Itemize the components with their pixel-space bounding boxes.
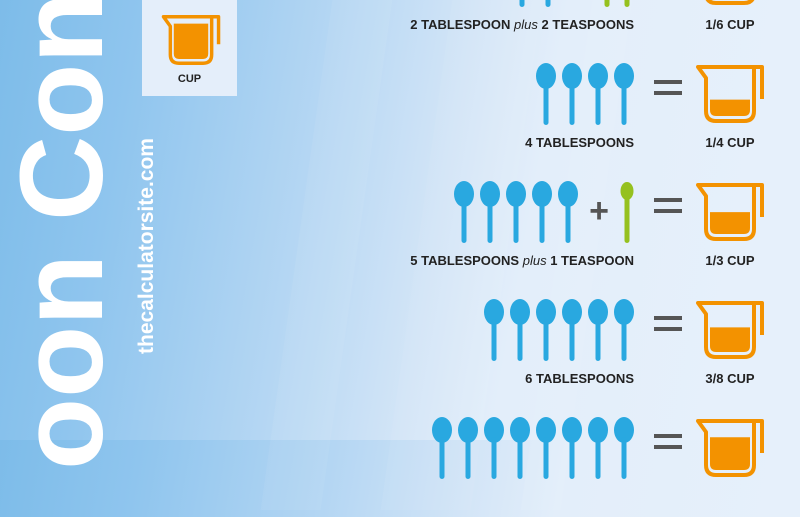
- teaspoon-icon: [604, 0, 610, 7]
- plus-sign: +: [566, 0, 592, 5]
- spoon-group: [536, 63, 634, 125]
- tablespoon-icon: [536, 299, 556, 361]
- cup-fill-level: [710, 437, 750, 470]
- tablespoon-icon: [458, 417, 478, 479]
- tablespoon-icon: [484, 299, 504, 361]
- spoon-label: 2 TABLESPOON plus 2 TEASPOONS: [410, 17, 634, 32]
- tablespoon-icon: [558, 181, 578, 243]
- measuring-cup-icon: [705, 0, 755, 5]
- conversion-row: 6 TABLESPOONS 3/8 CUP: [0, 299, 800, 399]
- tablespoon-icon: [536, 417, 556, 479]
- spoon-group: [484, 299, 634, 361]
- legend-label: CUP: [177, 73, 202, 85]
- conversion-row: + 2 TABLESPOON plus 2 TEASPOONS 1/6 CUP: [0, 0, 800, 45]
- tablespoon-icon: [454, 181, 474, 243]
- cup-label: 1/3 CUP: [705, 253, 755, 268]
- cup-label: 1/4 CUP: [705, 135, 755, 150]
- tablespoon-icon: [614, 63, 634, 125]
- conversion-row: + 5 TABLESPOONS plus 1 TEASPOON 1/3 CUP: [0, 181, 800, 281]
- measuring-cup-icon: [161, 15, 221, 65]
- equals-sign: [654, 198, 682, 220]
- equals-sign: [654, 434, 682, 456]
- tablespoon-icon: [519, 0, 525, 7]
- conversion-row: [0, 417, 800, 517]
- tablespoon-icon: [588, 299, 608, 361]
- conversion-row: 4 TABLESPOONS 1/4 CUP: [0, 63, 800, 163]
- legend-cup: CUP: [142, 0, 237, 96]
- tablespoon-icon: [545, 0, 551, 7]
- equals-sign: [654, 80, 682, 102]
- tablespoon-icon: [536, 63, 556, 125]
- spoon-label: 4 TABLESPOONS: [525, 135, 634, 150]
- spoon-label: 5 TABLESPOONS plus 1 TEASPOON: [410, 253, 634, 268]
- tablespoon-icon: [614, 299, 634, 361]
- tablespoon-icon: [506, 181, 526, 243]
- measuring-cup-icon: [696, 183, 764, 241]
- cup-label: 3/8 CUP: [705, 371, 755, 386]
- spoon-group: +: [454, 181, 634, 243]
- tablespoon-icon: [532, 181, 552, 243]
- plus-sign: +: [589, 192, 609, 230]
- teaspoon-icon: [624, 0, 630, 7]
- spoon-group: [432, 417, 634, 479]
- tablespoon-icon: [432, 417, 452, 479]
- cup-fill-level: [710, 212, 750, 234]
- tablespoon-icon: [588, 63, 608, 125]
- tablespoon-icon: [562, 417, 582, 479]
- tablespoon-icon: [480, 181, 500, 243]
- teaspoon-icon: [620, 182, 634, 243]
- cup-label: 1/6 CUP: [705, 17, 755, 32]
- tablespoon-icon: [510, 299, 530, 361]
- spoon-label: 6 TABLESPOONS: [525, 371, 634, 386]
- equals-sign: [654, 316, 682, 338]
- tablespoon-icon: [562, 63, 582, 125]
- tablespoon-icon: [588, 417, 608, 479]
- measuring-cup-icon: [696, 65, 764, 123]
- tablespoon-icon: [614, 417, 634, 479]
- measuring-cup-icon: [696, 301, 764, 359]
- tablespoon-icon: [562, 299, 582, 361]
- measuring-cup-icon: [696, 419, 764, 477]
- spoon-group: +: [512, 0, 634, 7]
- tablespoon-icon: [484, 417, 504, 479]
- cup-fill-level: [710, 99, 750, 116]
- tablespoon-icon: [510, 417, 530, 479]
- cup-fill-level: [710, 327, 750, 352]
